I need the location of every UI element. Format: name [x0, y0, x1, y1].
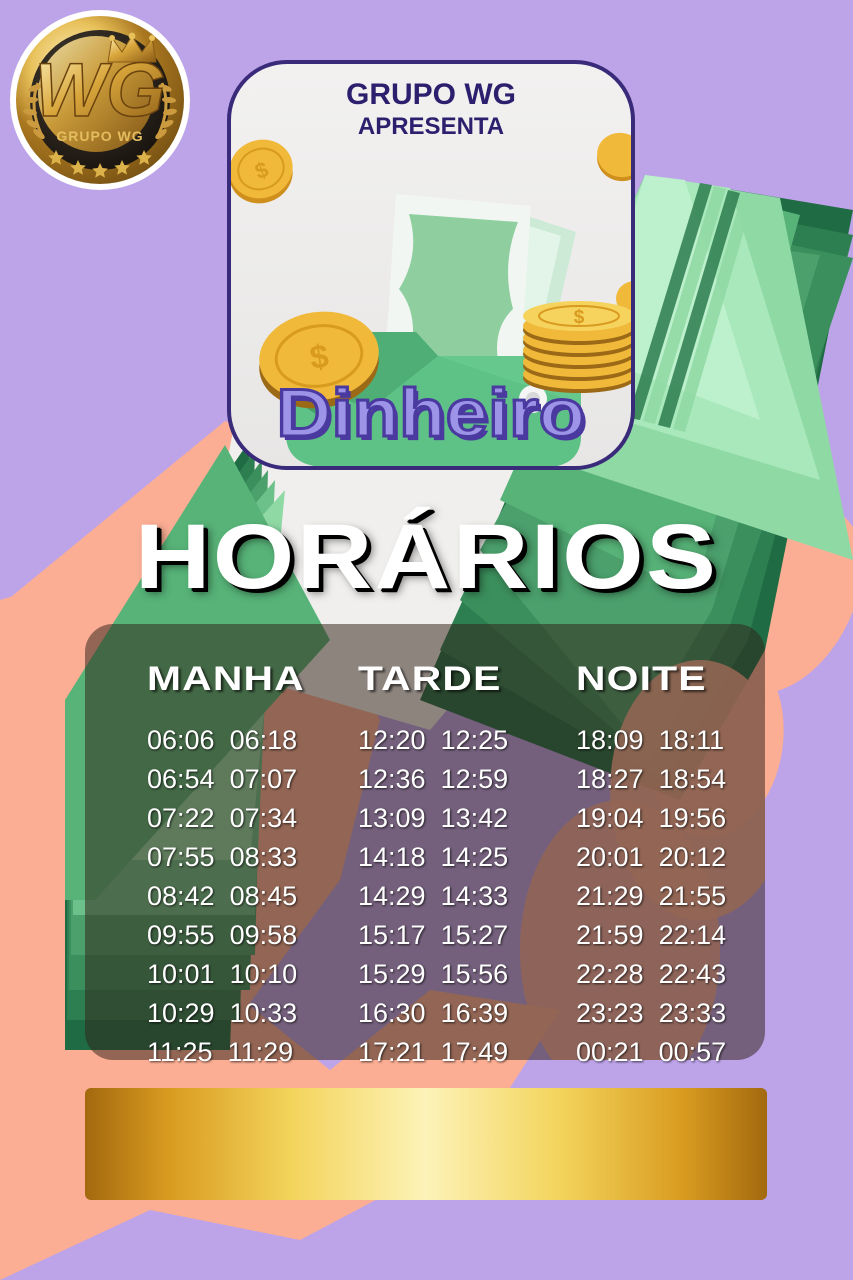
svg-text:$: $	[574, 307, 585, 328]
svg-text:GRUPO WG: GRUPO WG	[56, 128, 143, 144]
svg-text:WG: WG	[35, 48, 166, 133]
